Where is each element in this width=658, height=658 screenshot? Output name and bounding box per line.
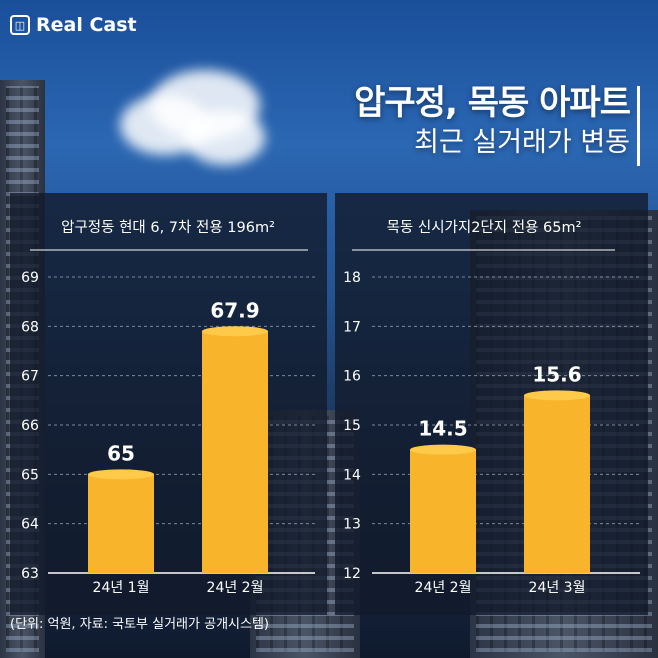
data-label: 65: [107, 441, 135, 465]
chart-title: 압구정동 현대 6, 7차 전용 196m²: [61, 219, 275, 236]
x-tick-label: 24년 3월: [529, 580, 586, 596]
x-tick-label: 24년 2월: [415, 580, 472, 596]
y-tick-label: 12: [343, 566, 361, 582]
x-tick-label: 24년 1월: [93, 580, 150, 596]
headline: 압구정, 목동 아파트 최근 실거래가 변동: [354, 82, 631, 162]
data-label: 67.9: [210, 298, 259, 322]
y-tick-label: 15: [343, 418, 361, 434]
footnote: (단위: 억원, 자료: 국토부 실거래가 공개시스템): [10, 617, 269, 632]
data-label: 14.5: [418, 417, 467, 441]
headline-title: 압구정, 목동 아파트: [354, 83, 631, 123]
data-label: 15.6: [532, 362, 581, 386]
bar: [524, 395, 590, 573]
chart-panel-mokdong: [335, 193, 648, 615]
y-tick-label: 13: [343, 517, 361, 533]
y-tick-label: 65: [21, 467, 39, 483]
y-tick-label: 66: [21, 418, 39, 434]
y-tick-label: 16: [343, 369, 361, 385]
chart-title: 목동 신시가지2단지 전용 65m²: [387, 219, 582, 236]
bar-cap: [202, 326, 268, 337]
bar: [88, 474, 154, 573]
brand-logo: ◫ Real Cast: [10, 14, 137, 36]
bar: [410, 449, 476, 573]
y-tick-label: 18: [343, 270, 361, 286]
cloud: [185, 110, 265, 165]
x-tick-label: 24년 2월: [207, 580, 264, 596]
chart-1: 압구정동 현대 6, 7차 전용 196m² 63 64 65 66 67 68 69 65 24…: [21, 219, 315, 596]
y-tick-label: 14: [343, 467, 361, 483]
headline-accent-bar: [637, 86, 640, 166]
y-tick-label: 69: [21, 270, 39, 286]
bar-cap: [88, 469, 154, 480]
bar-cap: [410, 444, 476, 455]
chart-2: 목동 신시가지2단지 전용 65m² 12 13 14 15 16 17 18 14.5 24년 …: [343, 219, 640, 596]
headline-subtitle: 최근 실거래가 변동: [414, 127, 630, 158]
y-tick-label: 68: [21, 319, 39, 335]
bar-cap: [524, 390, 590, 401]
y-tick-label: 67: [21, 369, 39, 385]
y-tick-label: 64: [21, 517, 39, 533]
bar: [202, 331, 268, 573]
y-tick-label: 17: [343, 319, 361, 335]
y-tick-label: 63: [21, 566, 39, 582]
brand-name: Real Cast: [36, 14, 137, 36]
chart-panel-apgujeong: [10, 193, 327, 615]
brand-logo-icon: ◫: [10, 15, 30, 35]
